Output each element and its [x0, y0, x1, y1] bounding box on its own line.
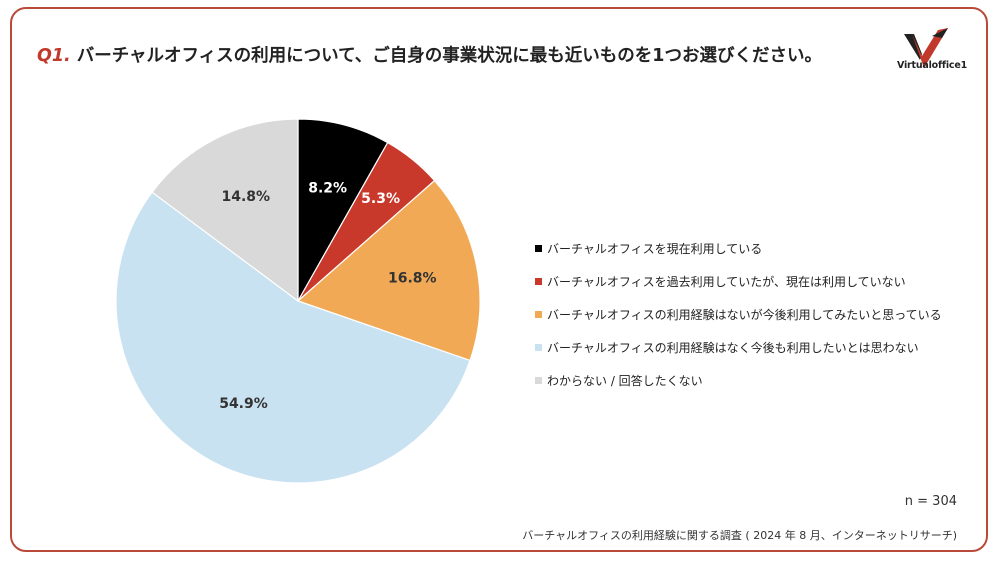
legend-label: バーチャルオフィスの利用経験はないが今後利用してみたいと思っている [547, 308, 942, 322]
legend-swatch [535, 344, 542, 351]
pie-slice [151, 118, 299, 303]
pie-slice [115, 191, 471, 484]
question-number: Q1. [37, 46, 71, 66]
legend-swatch [535, 377, 542, 384]
slice-data-label: 16.8% [388, 270, 437, 286]
logo-mark-icon [904, 28, 948, 68]
legend-swatch [535, 311, 542, 318]
slice-data-label: 5.3% [361, 191, 400, 207]
legend-item: バーチャルオフィスを過去利用していたが、現在は利用していない [535, 265, 942, 298]
page-title: Q1. バーチャルオフィスの利用について、ご自身の事業状況に最も近いものを1つお選… [37, 42, 822, 67]
slice-data-label: 8.2% [308, 180, 347, 196]
slice-data-label: 54.9% [219, 396, 268, 412]
question-text: バーチャルオフィスの利用について、ご自身の事業状況に最も近いものを1つお選びくだ… [76, 46, 822, 66]
slice-data-label: 14.8% [221, 189, 270, 205]
legend-swatch [535, 278, 542, 285]
legend-item: バーチャルオフィスの利用経験はないが今後利用してみたいと思っている [535, 298, 942, 331]
legend-swatch [535, 245, 542, 252]
logo-text: Virtualoffice1 [896, 60, 968, 71]
sample-size: n = 304 [904, 494, 957, 509]
pie-slice [297, 118, 389, 304]
legend-item: バーチャルオフィスの利用経験はなく今後も利用したいとは思わない [535, 331, 942, 364]
legend-label: バーチャルオフィスの利用経験はなく今後も利用したいとは思わない [547, 341, 919, 355]
legend-label: わからない / 回答したくない [547, 374, 703, 388]
pie-slice [296, 179, 481, 362]
legend-item: バーチャルオフィスを現在利用している [535, 232, 942, 265]
legend-label: バーチャルオフィスを現在利用している [547, 242, 763, 256]
chart-legend: バーチャルオフィスを現在利用している バーチャルオフィスを過去利用していたが、現… [535, 232, 942, 397]
legend-label: バーチャルオフィスを過去利用していたが、現在は利用していない [547, 275, 906, 289]
legend-item: わからない / 回答したくない [535, 364, 942, 397]
source-note: バーチャルオフィスの利用経験に関する調査 ( 2024 年 8 月、インターネッ… [522, 529, 957, 542]
